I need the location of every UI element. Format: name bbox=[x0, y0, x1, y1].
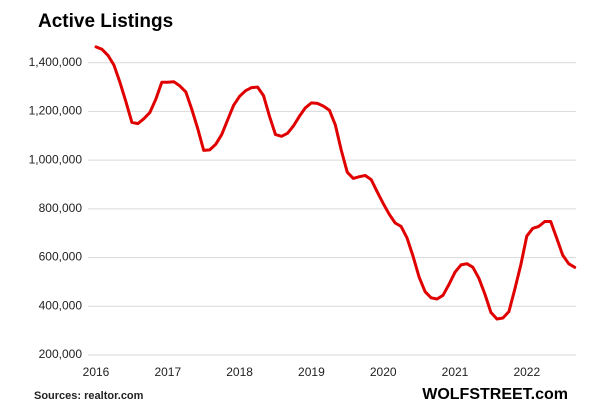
y-tick-label: 800,000 bbox=[39, 201, 83, 215]
x-tick-label: 2021 bbox=[442, 365, 469, 379]
y-tick-label: 400,000 bbox=[39, 298, 83, 312]
y-tick-label: 1,200,000 bbox=[29, 104, 83, 118]
y-tick-label: 600,000 bbox=[39, 250, 83, 264]
brand: WOLFSTREET.com bbox=[422, 386, 568, 403]
line-series bbox=[94, 45, 577, 321]
x-tick-label: 2020 bbox=[370, 365, 397, 379]
y-tick-label: 1,000,000 bbox=[29, 152, 83, 166]
y-tick-label: 200,000 bbox=[39, 347, 83, 361]
x-tick-label: 2017 bbox=[154, 365, 181, 379]
source-note: Sources: realtor.com bbox=[34, 390, 144, 402]
x-tick-label: 2018 bbox=[226, 365, 253, 379]
y-tick-label: 1,400,000 bbox=[29, 55, 83, 69]
x-tick-label: 2022 bbox=[513, 365, 540, 379]
x-tick-label: 2019 bbox=[298, 365, 325, 379]
x-tick-label: 2016 bbox=[83, 365, 110, 379]
chart-title: Active Listings bbox=[38, 11, 173, 32]
